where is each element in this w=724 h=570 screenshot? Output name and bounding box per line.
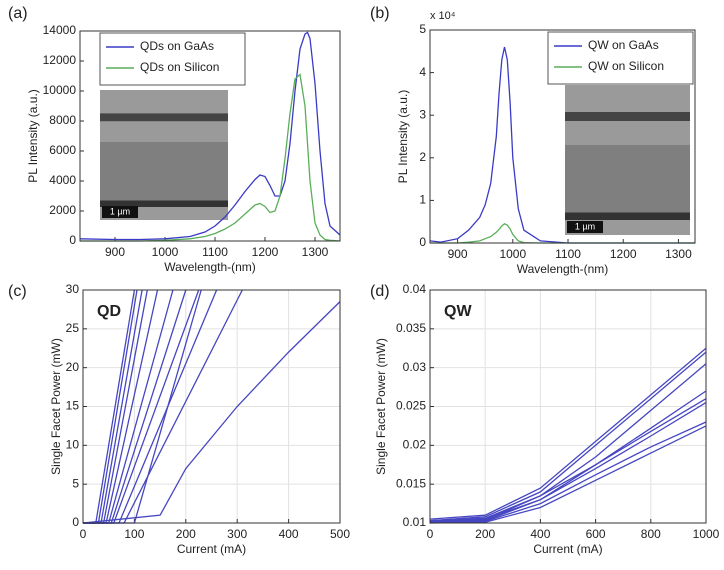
- y-multiplier: x 10⁴: [430, 10, 456, 22]
- x-tick-label: 0: [427, 527, 434, 541]
- x-tick-label: 1100: [202, 245, 228, 259]
- legend-label: QDs on GaAs: [140, 39, 214, 53]
- y-tick-label: 6000: [49, 143, 76, 157]
- x-tick-label: 100: [124, 527, 144, 541]
- y-tick-label: 10000: [43, 83, 77, 97]
- x-tick-label: 900: [105, 245, 125, 259]
- series-line: [79, 31, 341, 241]
- x-axis-label: Wavelength-(nm): [517, 262, 609, 276]
- axes-frame: [429, 29, 696, 244]
- inset-band: [565, 145, 690, 213]
- x-tick-label: 1100: [555, 247, 581, 261]
- y-tick-label: 14000: [43, 23, 77, 37]
- panel-label: (a): [8, 5, 28, 22]
- x-tick-label: 600: [586, 527, 606, 541]
- y-tick-label: 0: [72, 515, 79, 529]
- series-line: [82, 301, 341, 524]
- x-axis-label: Wavelength-(nm): [164, 260, 256, 274]
- series-line: [429, 347, 707, 520]
- series-line: [429, 425, 707, 524]
- x-tick-label: 1200: [610, 247, 637, 261]
- y-tick-label: 25: [66, 321, 80, 335]
- scale-bar-label: 1 µm: [575, 221, 595, 231]
- y-tick-label: 2: [419, 150, 426, 164]
- y-tick-label: 30: [66, 282, 80, 296]
- y-tick-label: 2000: [49, 203, 76, 217]
- x-tick-label: 1000: [693, 527, 720, 541]
- y-tick-label: 0.04: [403, 282, 427, 296]
- panel-label: (c): [8, 283, 27, 300]
- series-line: [429, 351, 707, 522]
- x-tick-label: 300: [227, 527, 247, 541]
- scale-bar-label: 1 µm: [110, 206, 130, 216]
- y-tick-label: 5: [72, 476, 79, 490]
- axes-frame: [79, 30, 341, 242]
- legend-label: QDs on Silicon: [140, 60, 219, 74]
- y-tick-label: 20: [66, 360, 80, 374]
- y-tick-label: 1: [419, 193, 426, 207]
- inset-band: [100, 142, 228, 201]
- y-axis-label: Single Facet Power (mW): [49, 338, 63, 475]
- x-axis-label: Current (mA): [533, 542, 602, 556]
- legend-label: QW on GaAs: [588, 38, 659, 52]
- y-axis-label: Single Facet Power (mW): [374, 338, 388, 475]
- y-tick-label: 0.02: [403, 438, 427, 452]
- axes-frame: [82, 289, 341, 524]
- y-tick-label: 0.03: [403, 360, 427, 374]
- scale-bar-bg: [567, 221, 603, 233]
- x-tick-label: 200: [176, 527, 196, 541]
- y-tick-label: 5: [419, 22, 426, 36]
- y-tick-label: 8000: [49, 113, 76, 127]
- y-tick-label: 0.025: [396, 399, 426, 413]
- y-tick-label: 4000: [49, 173, 76, 187]
- y-tick-label: 0: [419, 235, 426, 249]
- series-line: [429, 363, 707, 522]
- y-tick-label: 0: [69, 233, 76, 247]
- series-line: [429, 398, 707, 523]
- inset-band: [100, 200, 228, 207]
- x-tick-label: 400: [530, 527, 550, 541]
- axes-frame: [429, 289, 707, 524]
- series-line: [429, 421, 707, 523]
- scale-bar-bg: [102, 206, 138, 218]
- legend-label: QW on Silicon: [588, 59, 664, 73]
- series-line: [429, 390, 707, 523]
- x-tick-label: 1000: [499, 247, 526, 261]
- y-axis-label: PL Intensity (a.u.): [396, 90, 410, 184]
- x-tick-label: 1200: [252, 245, 279, 259]
- panel-label: (b): [370, 5, 390, 22]
- x-tick-label: 900: [448, 247, 468, 261]
- x-tick-label: 400: [279, 527, 299, 541]
- y-tick-label: 12000: [43, 53, 77, 67]
- y-tick-label: 15: [66, 399, 80, 413]
- x-tick-label: 800: [641, 527, 661, 541]
- y-tick-label: 3: [419, 107, 426, 121]
- legend-box: [547, 31, 694, 85]
- annotation: QD: [97, 303, 121, 320]
- series-line: [429, 46, 695, 244]
- y-tick-label: 4: [419, 65, 426, 79]
- x-tick-label: 500: [330, 527, 350, 541]
- panel-label: (d): [370, 283, 390, 300]
- annotation: QW: [444, 303, 472, 320]
- y-tick-label: 0.01: [403, 515, 427, 529]
- series-line: [80, 73, 341, 242]
- y-tick-label: 10: [66, 438, 80, 452]
- inset-band: [100, 113, 228, 122]
- y-tick-label: 0.015: [396, 476, 426, 490]
- x-tick-label: 0: [80, 527, 87, 541]
- y-axis-label: PL Intensity (a.u.): [26, 89, 40, 183]
- inset-band: [565, 112, 690, 121]
- x-tick-label: 1300: [302, 245, 329, 259]
- x-tick-label: 1300: [665, 247, 692, 261]
- y-tick-label: 0.035: [396, 321, 426, 335]
- x-tick-label: 1000: [152, 245, 179, 259]
- legend-box: [99, 32, 246, 86]
- inset-band: [565, 212, 690, 220]
- x-axis-label: Current (mA): [177, 542, 246, 556]
- x-tick-label: 200: [475, 527, 495, 541]
